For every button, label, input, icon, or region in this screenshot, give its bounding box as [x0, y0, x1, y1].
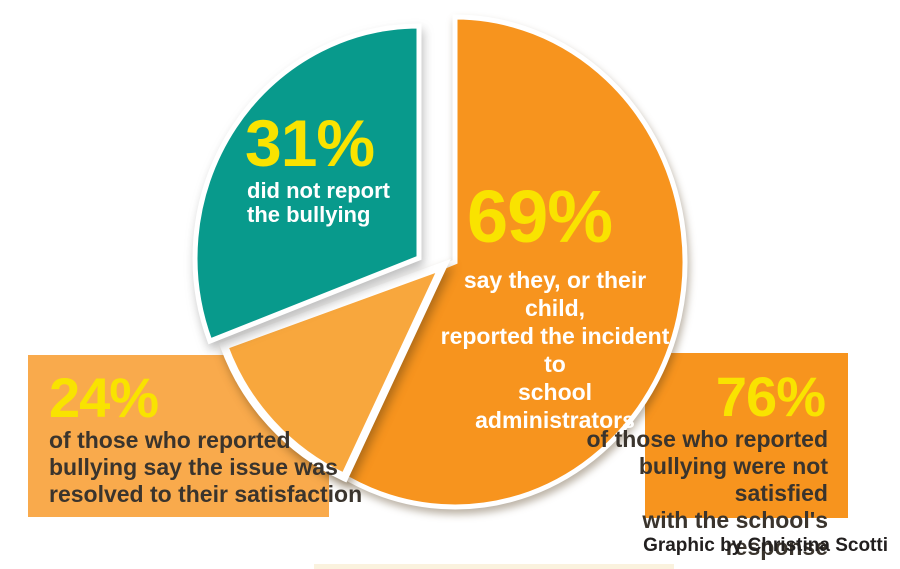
pie-slice-31	[192, 23, 422, 345]
label-24-line3: resolved to their satisfaction	[49, 481, 363, 507]
label-76-line2: bullying were not satisfied	[638, 453, 828, 506]
label-31-line2: the bullying	[247, 202, 371, 227]
label-24-line2: bullying say the issue was	[49, 454, 338, 480]
pie-wedge-24	[218, 258, 451, 483]
label-69-line1: say they, or their child,	[463, 267, 647, 321]
credit-byline: Graphic by Christina Scotti	[643, 535, 888, 556]
bottom-cropped-strip	[314, 564, 674, 569]
label-24: of those who reported bullying say the i…	[49, 427, 362, 508]
label-76-line1: of those who reported	[586, 426, 829, 452]
value-76-percent: 76%	[715, 365, 826, 428]
value-31-percent: 31%	[245, 106, 375, 180]
value-24-percent: 24%	[49, 366, 159, 429]
label-69-line3: school administrators	[475, 379, 635, 433]
label-76-line3: with the school's response	[642, 507, 828, 560]
label-31: did not report the bullying	[247, 179, 390, 227]
callout-box-76	[645, 353, 848, 518]
label-69: say they, or their child, reported the i…	[435, 266, 675, 434]
label-69-line2: reported the incident to	[440, 323, 670, 377]
label-24-line1: of those who reported	[49, 427, 291, 453]
label-31-line1: did not report	[247, 178, 390, 203]
label-76: of those who reported bullying were not …	[540, 426, 829, 561]
value-69-percent: 69%	[467, 175, 613, 258]
